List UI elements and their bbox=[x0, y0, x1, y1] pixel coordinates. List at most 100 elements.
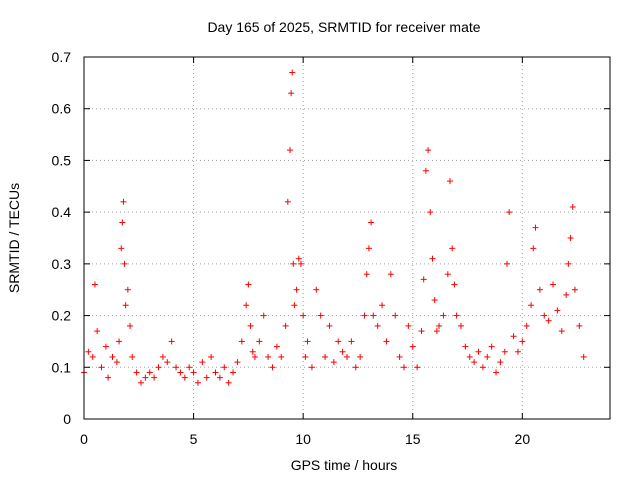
data-point bbox=[479, 364, 486, 371]
data-point bbox=[497, 359, 504, 366]
data-point bbox=[119, 219, 126, 226]
data-point bbox=[374, 322, 381, 329]
plot-frame bbox=[83, 56, 611, 420]
data-point bbox=[335, 338, 342, 345]
data-point bbox=[295, 255, 302, 262]
data-point bbox=[510, 333, 517, 340]
data-point bbox=[530, 245, 537, 252]
y-axis-label: SRMTID / TECUs bbox=[6, 183, 22, 293]
data-point bbox=[284, 198, 291, 205]
data-point bbox=[429, 255, 436, 262]
data-point bbox=[488, 343, 495, 350]
data-point bbox=[409, 343, 416, 350]
data-point bbox=[216, 374, 223, 381]
data-point bbox=[447, 178, 454, 185]
data-point bbox=[173, 364, 180, 371]
data-point bbox=[580, 353, 587, 360]
y-tick-label: 0.1 bbox=[52, 359, 72, 375]
data-point bbox=[212, 369, 219, 376]
y-tick-label: 0 bbox=[63, 411, 71, 427]
data-point bbox=[396, 353, 403, 360]
y-tick-label: 0.2 bbox=[52, 308, 72, 324]
data-point bbox=[363, 271, 370, 278]
data-point bbox=[288, 90, 295, 97]
data-point bbox=[113, 359, 120, 366]
data-point bbox=[400, 364, 407, 371]
data-point bbox=[302, 353, 309, 360]
data-point bbox=[146, 369, 153, 376]
data-point bbox=[503, 260, 510, 267]
data-point bbox=[278, 353, 285, 360]
data-point bbox=[168, 338, 175, 345]
data-point bbox=[392, 312, 399, 319]
data-point bbox=[109, 353, 116, 360]
chart-title: Day 165 of 2025, SRMTID for receiver mat… bbox=[207, 19, 480, 35]
data-point bbox=[484, 353, 491, 360]
data-point bbox=[368, 219, 375, 226]
data-point bbox=[501, 348, 508, 355]
data-point bbox=[436, 322, 443, 329]
data-point bbox=[352, 364, 359, 371]
data-point bbox=[567, 235, 574, 241]
data-point bbox=[344, 353, 350, 360]
data-point bbox=[405, 322, 412, 329]
data-point bbox=[194, 379, 201, 386]
data-point bbox=[471, 359, 478, 366]
data-point bbox=[425, 147, 432, 154]
data-point bbox=[563, 291, 570, 298]
data-point bbox=[519, 338, 526, 345]
y-tick-label: 0.5 bbox=[52, 152, 72, 168]
data-point bbox=[199, 359, 206, 366]
data-point bbox=[120, 198, 127, 205]
data-point bbox=[127, 322, 134, 329]
data-point bbox=[466, 353, 473, 360]
data-point bbox=[545, 317, 552, 324]
data-point bbox=[225, 379, 232, 386]
data-point bbox=[273, 343, 280, 350]
data-point bbox=[383, 338, 390, 345]
data-point bbox=[308, 364, 315, 371]
grid-lines bbox=[84, 57, 610, 419]
data-point bbox=[230, 369, 237, 376]
data-point bbox=[431, 297, 438, 304]
data-point bbox=[569, 203, 576, 210]
data-point bbox=[326, 322, 333, 329]
data-point bbox=[155, 364, 162, 371]
x-tick-label: 10 bbox=[295, 431, 311, 447]
data-point bbox=[457, 322, 464, 329]
data-point bbox=[444, 271, 451, 278]
data-point bbox=[317, 312, 324, 319]
y-tick-label: 0.4 bbox=[52, 204, 72, 220]
x-tick-label: 15 bbox=[405, 431, 421, 447]
data-point bbox=[181, 374, 188, 381]
data-point bbox=[116, 338, 123, 345]
data-point bbox=[550, 281, 557, 288]
data-point bbox=[422, 167, 429, 174]
data-point bbox=[91, 281, 98, 288]
data-point bbox=[105, 374, 112, 381]
y-tick-label: 0.6 bbox=[52, 101, 72, 117]
data-point bbox=[440, 312, 447, 319]
data-point bbox=[137, 379, 144, 386]
data-points bbox=[81, 69, 587, 386]
data-point bbox=[576, 322, 583, 329]
data-point bbox=[121, 260, 128, 267]
data-point bbox=[420, 276, 427, 283]
y-tick-labels: 0 0.1 0.2 0.3 0.4 0.5 0.6 0.7 bbox=[52, 49, 72, 427]
data-point bbox=[475, 348, 482, 355]
data-point bbox=[322, 353, 329, 360]
data-point bbox=[558, 328, 565, 335]
data-point bbox=[528, 302, 535, 309]
data-point bbox=[300, 312, 307, 319]
data-point bbox=[541, 312, 548, 319]
y-tick-label: 0.7 bbox=[52, 49, 72, 65]
data-point bbox=[536, 286, 543, 293]
data-point bbox=[291, 302, 298, 309]
data-point bbox=[433, 328, 440, 335]
data-point bbox=[102, 343, 109, 350]
data-point bbox=[361, 312, 368, 319]
data-point bbox=[243, 302, 250, 309]
data-point bbox=[370, 312, 377, 319]
data-point bbox=[159, 353, 166, 360]
data-point bbox=[418, 328, 425, 335]
